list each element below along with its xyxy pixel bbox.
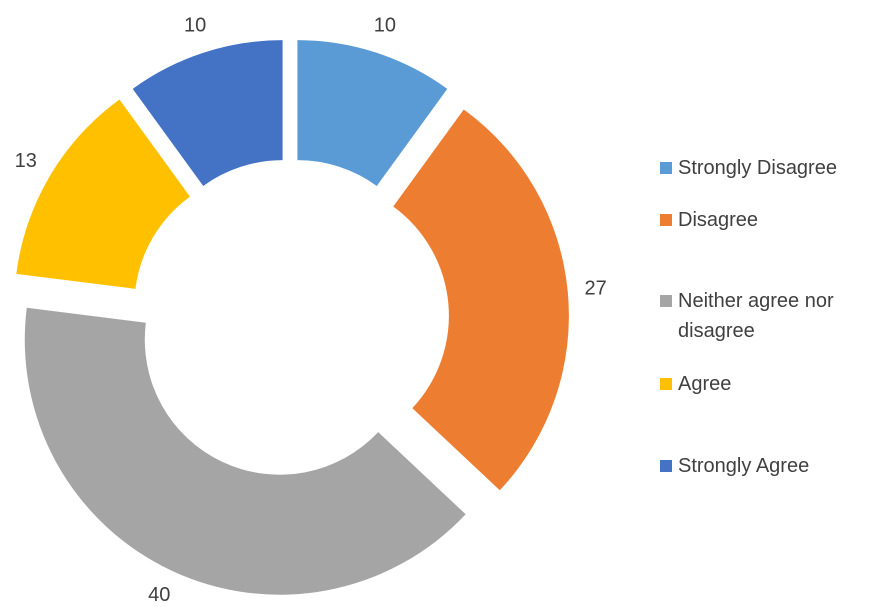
- donut-segment: [16, 99, 190, 289]
- legend-label: Strongly Agree: [678, 455, 810, 477]
- legend-swatch: [660, 460, 672, 472]
- legend-item: Disagree: [660, 205, 865, 235]
- legend-label: Agree: [678, 373, 732, 395]
- donut-segment: [24, 307, 466, 595]
- legend-item: Neither agree nor disagree: [660, 286, 865, 346]
- data-label: 10: [184, 14, 206, 36]
- legend-label: Strongly Disagree: [678, 157, 837, 179]
- legend-swatch: [660, 162, 672, 174]
- legend-label: Neither agree nor disagree: [678, 290, 834, 342]
- legend-item: Strongly Disagree: [660, 153, 865, 183]
- legend-swatch: [660, 378, 672, 390]
- legend-swatch: [660, 295, 672, 307]
- legend-swatch: [660, 214, 672, 226]
- donut-segment: [132, 40, 283, 186]
- donut-segment: [297, 40, 448, 186]
- donut-segment: [393, 109, 569, 491]
- data-label: 40: [148, 584, 170, 606]
- legend-label: Disagree: [678, 209, 759, 231]
- data-label: 10: [374, 14, 396, 36]
- data-label: 27: [585, 277, 607, 299]
- legend-item: Agree: [660, 369, 865, 399]
- legend-item: Strongly Agree: [660, 451, 865, 481]
- data-label: 13: [15, 150, 37, 172]
